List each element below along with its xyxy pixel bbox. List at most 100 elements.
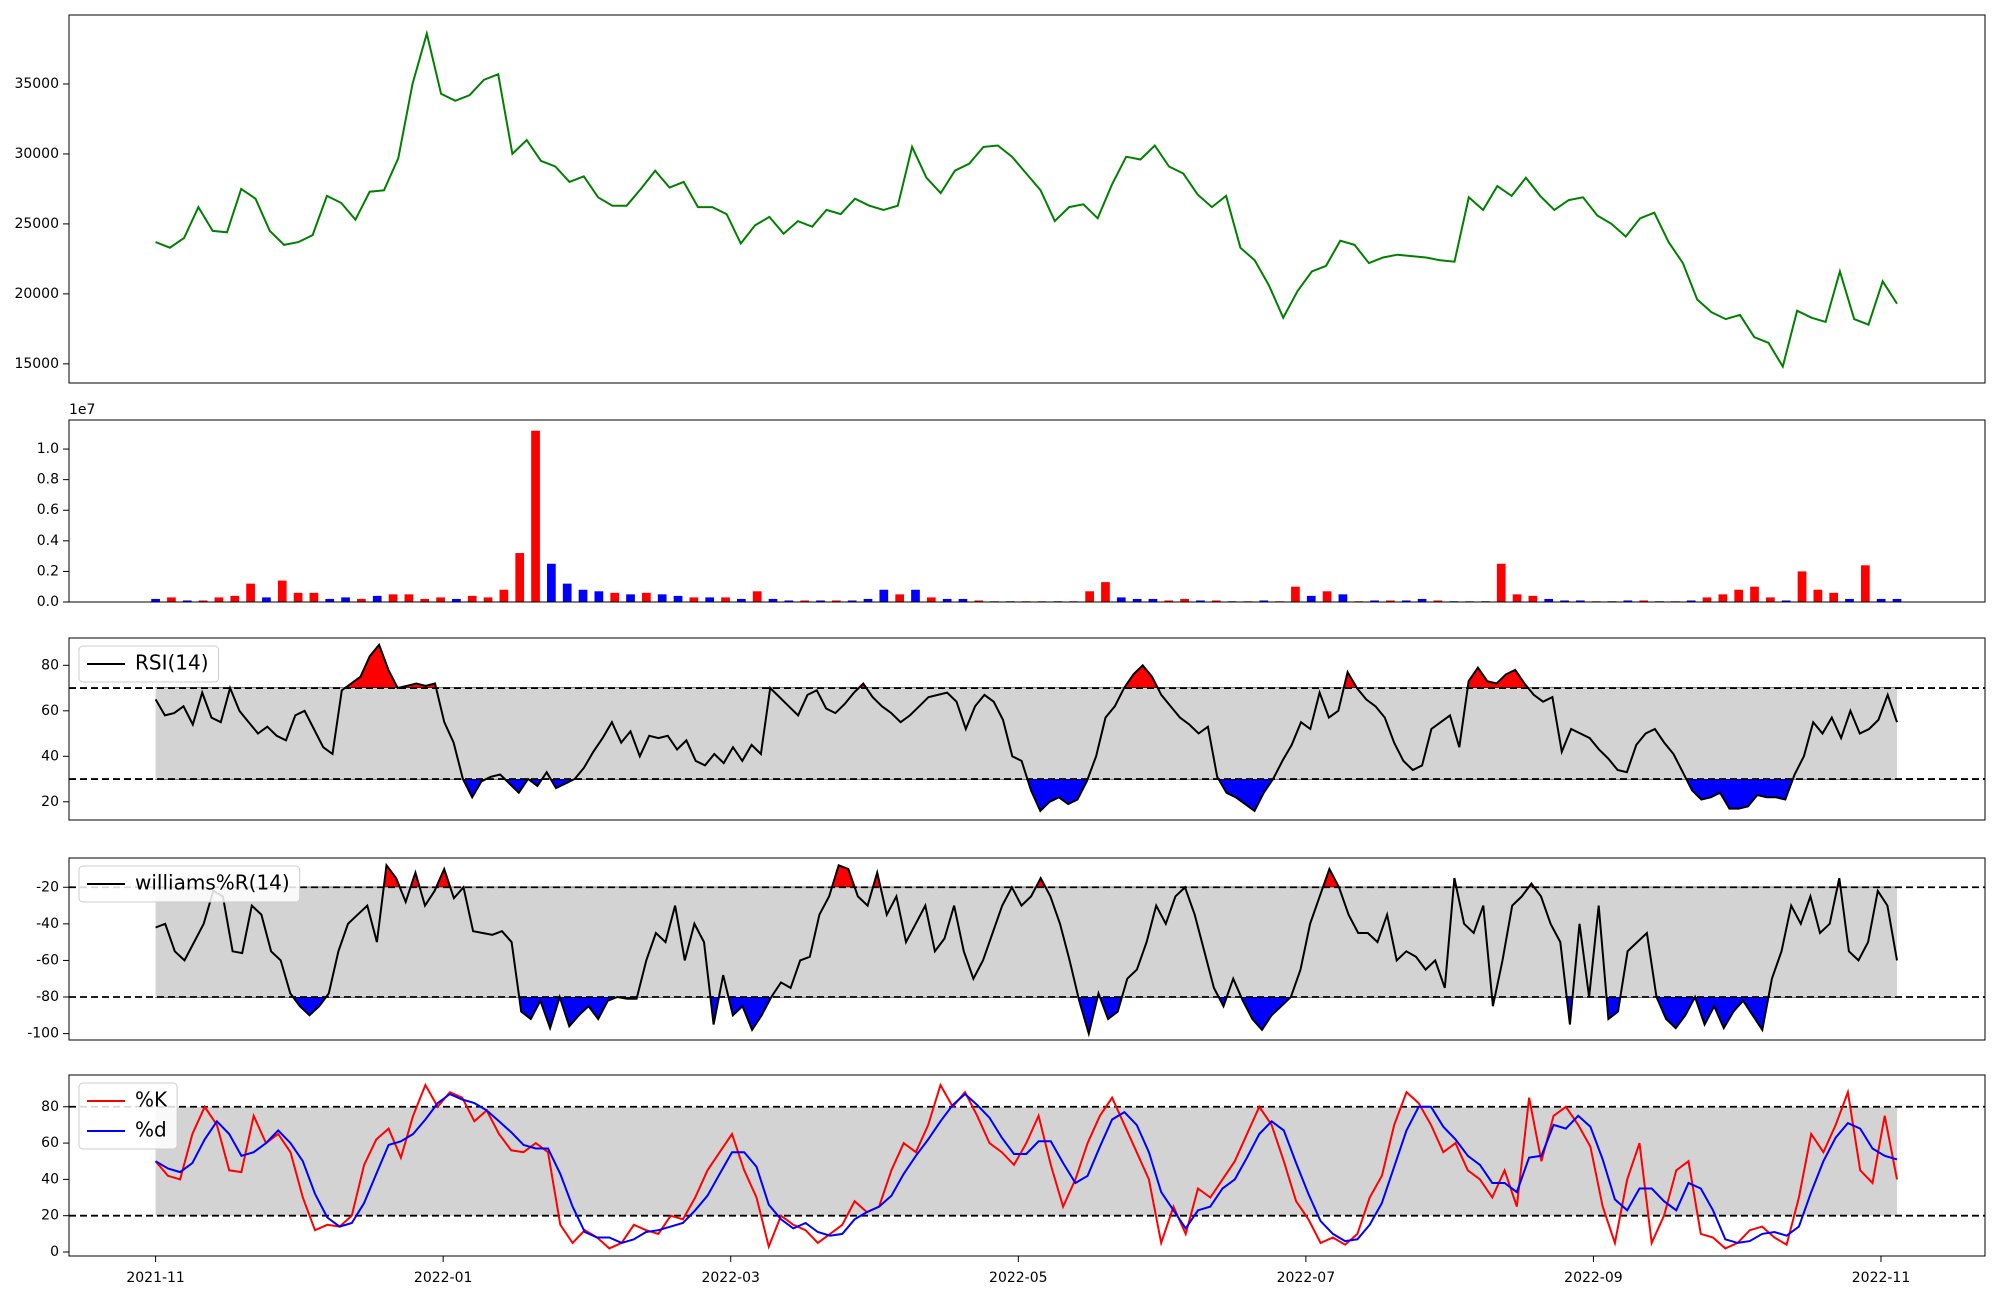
legend-box [78, 1082, 178, 1150]
volume-bar [642, 592, 651, 602]
volume-bar [974, 600, 984, 602]
volume-bar [1781, 600, 1791, 602]
volume-bar [879, 589, 889, 602]
legend-box [78, 645, 220, 683]
axes-frame [68, 419, 1986, 603]
volume-bar [325, 598, 335, 602]
volume-bar [1496, 563, 1506, 602]
volume-bar [341, 597, 350, 602]
volume-bar [1370, 600, 1379, 602]
volume-bar [372, 595, 382, 602]
volume-bar [499, 589, 509, 602]
volume-bar [673, 595, 683, 602]
volume-bar [1623, 600, 1633, 602]
offset-label: 1e7 [69, 402, 95, 418]
volume-bar [1560, 600, 1569, 602]
volume-bar [1322, 591, 1332, 602]
volume-bar [1544, 598, 1554, 602]
volume-bar [1085, 591, 1094, 602]
volume-bar [1845, 598, 1854, 602]
y-tick-label: 20 [41, 794, 59, 810]
legend-label: %K [135, 1088, 168, 1112]
volume-bar [657, 594, 667, 602]
series-line [155, 1092, 1898, 1244]
volume-bar [515, 553, 525, 602]
volume-bar [1164, 600, 1174, 602]
volume-bar [1876, 598, 1886, 602]
volume-bar [1528, 595, 1538, 602]
volume-bar [452, 598, 461, 602]
volume-bar [483, 597, 493, 602]
volume-bar [594, 591, 604, 602]
volume-bar [958, 598, 968, 602]
volume-bar [547, 563, 556, 602]
legend-label: RSI(14) [135, 651, 209, 675]
y-tick-label: 0.8 [37, 472, 59, 488]
neutral-band [155, 688, 1898, 780]
volume-bar [1259, 600, 1269, 602]
volume-bar [1101, 582, 1110, 602]
y-tick-label: 40 [41, 1171, 59, 1187]
neutral-band [155, 887, 1898, 998]
volume-bar [1797, 571, 1807, 602]
volume-bar [942, 598, 952, 602]
y-tick-label: 40 [41, 748, 59, 764]
volume-bar [436, 597, 445, 602]
volume-bar [1132, 598, 1142, 602]
volume-bar [863, 598, 873, 602]
volume-bar [705, 597, 715, 602]
volume-bar [420, 598, 430, 602]
series-line [155, 862, 1898, 1038]
volume-bar [214, 597, 224, 602]
volume-bar [1306, 595, 1316, 602]
y-tick-label: 0.6 [37, 502, 59, 518]
legend-label: %d [135, 1118, 167, 1142]
volume-bar [1639, 600, 1649, 602]
volume-bar [816, 600, 825, 602]
volume-bar [1750, 586, 1759, 602]
volume-bar [1417, 598, 1427, 602]
volume-bar [721, 597, 730, 602]
volume-bar [531, 430, 540, 602]
y-tick-label: 1.0 [37, 441, 59, 457]
volume-bar [388, 594, 398, 602]
y-tick-label: 0.4 [37, 533, 59, 549]
y-tick-label: -100 [27, 1026, 59, 1042]
volume-bar [831, 600, 841, 602]
x-tick-label: 2021-11 [126, 1270, 185, 1286]
x-tick-label: 2022-09 [1564, 1270, 1623, 1286]
volume-bar [1291, 586, 1300, 602]
oversold-fill [155, 997, 1898, 1036]
volume-bar [1196, 600, 1205, 602]
volume-bar [626, 594, 635, 602]
legend-box [78, 865, 301, 903]
x-tick-label: 2022-07 [1277, 1270, 1336, 1286]
x-tick-label: 2022-01 [414, 1270, 473, 1286]
volume-bar [198, 600, 208, 602]
y-tick-label: 30000 [14, 146, 59, 162]
x-tick-label: 2022-03 [701, 1270, 760, 1286]
volume-bar [230, 595, 240, 602]
volume-bar [1702, 597, 1712, 602]
axes-frame [68, 14, 1986, 384]
y-tick-label: 0 [50, 1244, 59, 1260]
y-tick-label: -40 [36, 916, 59, 932]
volume-bar [1433, 600, 1443, 602]
x-tick-label: 2022-11 [1852, 1270, 1911, 1286]
axes-frame [68, 1074, 1986, 1257]
volume-bar [1860, 565, 1870, 602]
y-tick-label: 25000 [14, 216, 59, 232]
volume-bar [1116, 597, 1126, 602]
series-line [154, 642, 1898, 813]
y-tick-label: 80 [41, 1099, 59, 1115]
y-tick-label: 60 [41, 1135, 59, 1151]
axes-frame [68, 857, 1986, 1041]
volume-bar [689, 597, 699, 602]
volume-bar [562, 583, 572, 602]
volume-bar [277, 580, 287, 602]
y-tick-label: 0.0 [37, 594, 59, 610]
volume-bar [1148, 598, 1158, 602]
volume-bar [1180, 598, 1189, 602]
y-tick-label: 80 [41, 657, 59, 673]
series-line [155, 29, 1898, 370]
